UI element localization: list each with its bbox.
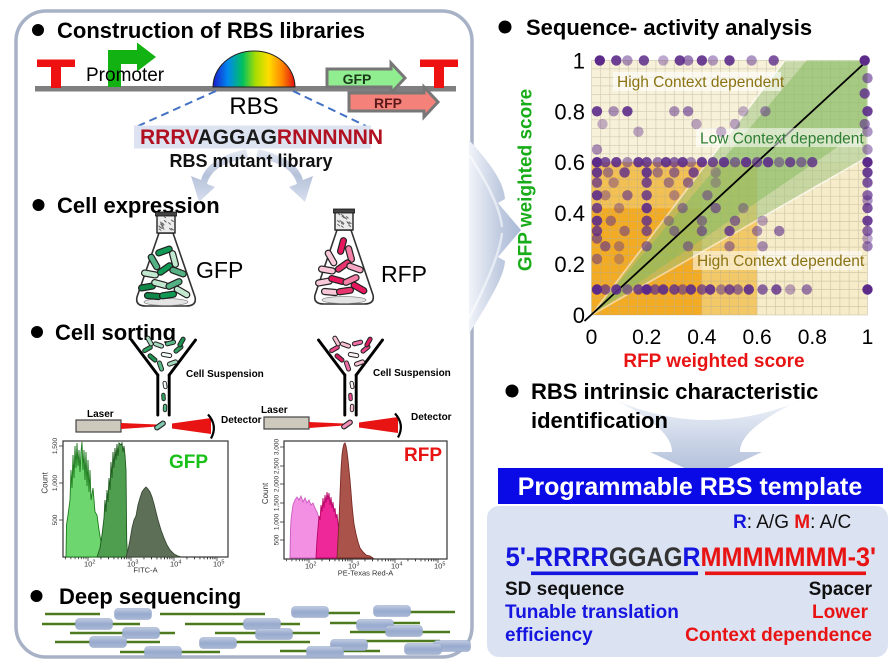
svg-text:RFP: RFP xyxy=(381,261,427,287)
svg-text:Count: Count xyxy=(261,482,270,504)
svg-text:GGAG: GGAG xyxy=(609,542,683,572)
svg-text:0: 0 xyxy=(586,326,598,349)
svg-text:RBS: RBS xyxy=(229,93,278,120)
svg-text:GFP: GFP xyxy=(196,257,243,283)
svg-text:Cell expression: Cell expression xyxy=(57,193,220,218)
svg-text:RFP: RFP xyxy=(374,95,402,111)
svg-text:GFP: GFP xyxy=(343,71,372,87)
svg-text:Sequence- activity analysis: Sequence- activity analysis xyxy=(526,15,812,40)
svg-text:0.8: 0.8 xyxy=(554,99,585,124)
svg-text:GFP weighted score: GFP weighted score xyxy=(516,89,537,271)
svg-text:R: R xyxy=(683,542,701,572)
svg-text:2,000: 2,000 xyxy=(274,475,281,492)
svg-text:Cell Suspension: Cell Suspension xyxy=(373,368,451,379)
svg-text:R: A/G M: A/C: R: A/G M: A/C xyxy=(733,512,851,533)
svg-text:High Context dependent: High Context dependent xyxy=(697,253,865,270)
svg-text:Programmable RBS template: Programmable RBS template xyxy=(518,473,863,501)
svg-text:PE-Texas Red-A: PE-Texas Red-A xyxy=(338,569,393,578)
svg-text:Promoter: Promoter xyxy=(86,65,165,86)
svg-text:102: 102 xyxy=(305,562,316,571)
svg-text:0.4: 0.4 xyxy=(554,201,585,226)
svg-text:High Context dependent: High Context dependent xyxy=(617,74,785,91)
svg-text:Low Context dependent: Low Context dependent xyxy=(700,131,864,148)
svg-text:1: 1 xyxy=(862,326,874,349)
svg-text:Deep sequencing: Deep sequencing xyxy=(59,584,241,609)
svg-text:0.6: 0.6 xyxy=(742,326,771,349)
svg-text:RBS intrinsic characteristic: RBS intrinsic characteristic xyxy=(531,379,818,404)
svg-text:Tunable translation: Tunable translation xyxy=(505,602,679,623)
svg-text:3,000: 3,000 xyxy=(274,438,281,455)
svg-text:Count: Count xyxy=(41,472,50,494)
svg-text:0.4: 0.4 xyxy=(687,326,717,349)
svg-text:0: 0 xyxy=(573,303,585,328)
svg-text:RRRVAGGAGRNNNNNN: RRRVAGGAGRNNNNNN xyxy=(140,126,383,149)
svg-text:5'-RRRR: 5'-RRRR xyxy=(506,542,610,572)
svg-text:RFP weighted score: RFP weighted score xyxy=(623,351,804,372)
svg-text:1: 1 xyxy=(573,48,585,73)
svg-text:GFP: GFP xyxy=(169,452,208,473)
svg-text:Cell sorting: Cell sorting xyxy=(55,320,176,345)
svg-text:105: 105 xyxy=(213,560,224,569)
svg-text:Detector: Detector xyxy=(411,412,452,423)
svg-text:102: 102 xyxy=(84,560,95,569)
svg-text:1,500: 1,500 xyxy=(274,494,281,511)
svg-text:104: 104 xyxy=(391,562,402,571)
svg-text:103: 103 xyxy=(127,560,138,569)
svg-text:0.8: 0.8 xyxy=(798,326,827,349)
svg-text:identification: identification xyxy=(531,408,668,433)
svg-text:Spacer: Spacer xyxy=(809,579,873,600)
svg-text:Laser: Laser xyxy=(87,409,114,420)
svg-text:efficiency: efficiency xyxy=(505,625,593,646)
svg-text:103: 103 xyxy=(348,562,359,571)
svg-text:Context dependence: Context dependence xyxy=(685,625,872,646)
svg-text:0.2: 0.2 xyxy=(632,326,661,349)
svg-text:MMMMMMM-3': MMMMMMM-3' xyxy=(701,542,877,572)
svg-text:Construction of RBS libraries: Construction of RBS libraries xyxy=(57,18,365,43)
svg-text:1,500: 1,500 xyxy=(52,437,59,454)
svg-text:RFP: RFP xyxy=(404,445,442,466)
svg-text:Detector: Detector xyxy=(221,415,262,426)
svg-text:1,000: 1,000 xyxy=(274,513,281,530)
svg-text:2,500: 2,500 xyxy=(274,457,281,474)
svg-text:0.6: 0.6 xyxy=(554,150,585,175)
svg-text:105: 105 xyxy=(434,562,445,571)
svg-text:SD sequence: SD sequence xyxy=(505,579,624,600)
svg-text:FITC-A: FITC-A xyxy=(133,566,157,575)
svg-text:0.2: 0.2 xyxy=(554,252,585,277)
svg-text:500: 500 xyxy=(274,534,281,545)
svg-text:Lower: Lower xyxy=(812,602,869,623)
svg-text:104: 104 xyxy=(170,560,181,569)
svg-text:Laser: Laser xyxy=(261,405,288,416)
svg-text:RBS mutant library: RBS mutant library xyxy=(169,151,332,171)
svg-text:Cell Suspension: Cell Suspension xyxy=(186,369,264,380)
svg-text:500: 500 xyxy=(52,514,59,525)
svg-text:1,000: 1,000 xyxy=(52,474,59,491)
